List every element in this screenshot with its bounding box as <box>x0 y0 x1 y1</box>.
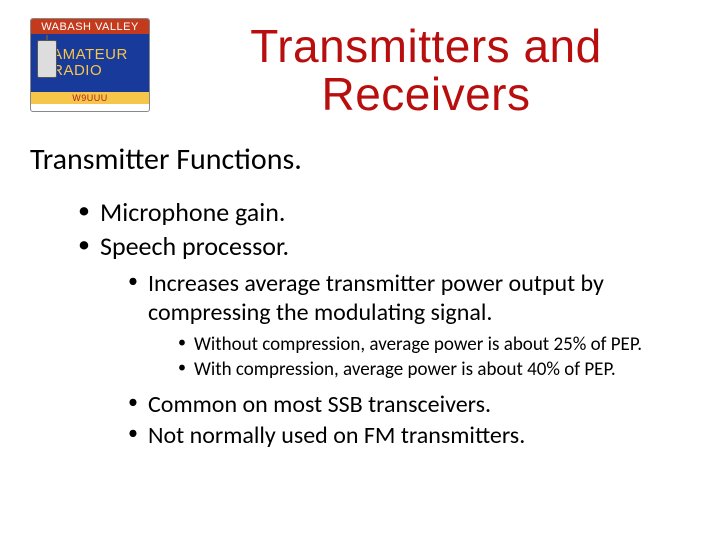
bullet-text: Without compression, average power is ab… <box>194 333 642 356</box>
bullet-list-lvl1: Microphone gain. Speech processor. Incre… <box>30 196 690 451</box>
bullet-list-lvl3: Without compression, average power is ab… <box>148 333 690 382</box>
logo-mid-line1: AMATEUR <box>52 46 128 63</box>
bullet-text: With compression, average power is about… <box>194 358 616 381</box>
handheld-radio-icon <box>37 40 57 78</box>
section-heading: Transmitter Functions. <box>30 141 690 178</box>
slide-body: Transmitter Functions. Microphone gain. … <box>30 141 690 451</box>
header-row: WABASH VALLEY AMATEUR RADIO W9UUU Transm… <box>30 18 690 119</box>
logo-mid-band: AMATEUR RADIO <box>31 34 149 92</box>
bullet-text: Microphone gain. <box>100 196 285 228</box>
bullet-text: Not normally used on FM transmitters. <box>148 421 525 450</box>
club-logo: WABASH VALLEY AMATEUR RADIO W9UUU <box>30 18 150 112</box>
logo-mid-line2: RADIO <box>52 62 102 79</box>
list-item: Not normally used on FM transmitters. <box>128 421 690 450</box>
bullet-text: Common on most SSB transceivers. <box>148 390 491 419</box>
list-item: Speech processor. Increases average tran… <box>78 230 690 450</box>
slide-title: Transmitters and Receivers <box>162 18 690 119</box>
list-item: Microphone gain. <box>78 196 690 229</box>
list-item: With compression, average power is about… <box>178 358 690 382</box>
bullet-text: Increases average transmitter power outp… <box>148 269 604 327</box>
list-item: Without compression, average power is ab… <box>178 333 690 357</box>
logo-mid-text: AMATEUR RADIO <box>52 47 128 79</box>
slide: WABASH VALLEY AMATEUR RADIO W9UUU Transm… <box>0 0 720 540</box>
bullet-text: Speech processor. <box>100 230 289 262</box>
list-item: Common on most SSB transceivers. <box>128 390 690 419</box>
list-item: Increases average transmitter power outp… <box>128 269 690 382</box>
bullet-list-lvl2: Increases average transmitter power outp… <box>100 269 690 451</box>
logo-top-band: WABASH VALLEY <box>31 19 149 34</box>
logo-bottom-band: W9UUU <box>31 92 149 104</box>
